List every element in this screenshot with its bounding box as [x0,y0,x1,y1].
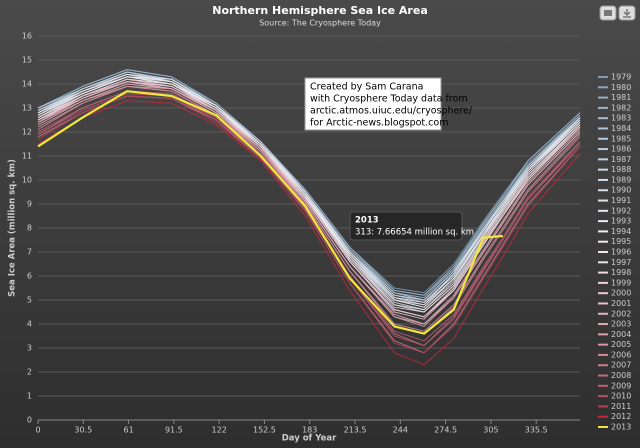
x-tick-label: 244 [393,426,408,435]
y-tick-label: 4 [27,320,32,329]
x-tick-label: 122 [212,426,227,435]
x-tick-label: 61 [123,426,133,435]
legend-label: 1993 [611,217,631,226]
y-tick-label: 11 [22,152,32,161]
legend-label: 2007 [611,361,631,370]
chart-subtitle: Source: The Cryosphere Today [259,19,381,28]
series-line [37,69,581,296]
export-icon [623,9,631,18]
y-tick-label: 7 [27,248,32,257]
y-tick-label: 13 [22,104,32,113]
legend-label: 2013 [611,423,631,432]
y-tick-label: 0 [27,416,32,425]
y-axis-label: Sea Ice Area (million sq. km) [8,159,18,297]
legend-label: 1991 [611,196,631,205]
legend-label: 1999 [611,278,631,287]
annotation: Created by Sam Carana with Cryosphere To… [304,77,473,131]
x-tick-label: 335.5 [525,426,548,435]
legend-label: 2008 [611,371,631,380]
x-tick-label: 213.5 [344,426,367,435]
chart-title: Northern Hemisphere Sea Ice Area [212,4,428,17]
legend-label: 1986 [611,145,631,154]
legend-label: 1981 [611,93,631,102]
legend-label: 1989 [611,175,631,184]
y-tick-label: 12 [22,128,32,137]
annotation-line: for Arctic-news.blogspot.com [310,118,448,129]
annotation-line: arctic.atmos.uiuc.edu/cryosphere/ [310,106,473,117]
legend-label: 2004 [611,330,631,339]
y-tick-label: 16 [22,32,32,41]
legend-label: 1990 [611,186,631,195]
series-line [37,85,581,327]
legend-label: 1982 [611,103,631,112]
y-tick-label: 6 [27,272,32,281]
legend-label: 2003 [611,320,631,329]
legend-label: 1985 [611,134,631,143]
legend-label: 1980 [611,83,631,92]
x-axis-label: Day of Year [282,434,337,444]
x-tick-label: 152.5 [253,426,276,435]
legend-label: 1992 [611,206,631,215]
export-buttons [599,5,636,21]
legend-label: 1994 [611,227,631,236]
legend-label: 1995 [611,237,631,246]
series-line [37,71,581,299]
legend-label: 2010 [611,392,631,401]
legend-label: 1987 [611,155,631,164]
y-tick-label: 8 [27,224,32,233]
x-tick-label: 183 [302,426,317,435]
legend-label: 1997 [611,258,631,267]
series-line [37,90,503,335]
x-tick-label: 305 [483,426,498,435]
legend-label: 2005 [611,340,631,349]
x-tick-label: 0 [35,426,40,435]
legend-label: 1996 [611,248,631,257]
y-tick-label: 14 [22,80,32,89]
annotation-line: with Cryosphere Today data from [310,94,468,105]
print-icon [604,10,612,16]
legend-label: 1979 [611,73,631,82]
tooltip-text: 313: 7.66654 million sq. km [355,228,474,238]
x-tick-label: 91.5 [165,426,183,435]
annotation-line: Created by Sam Carana [310,82,423,93]
legend-label: 2006 [611,350,631,359]
annotation-box [304,77,442,131]
legend-label: 2012 [611,412,631,421]
legend-label: 1988 [611,165,631,174]
legend-label: 1998 [611,268,631,277]
y-tick-label: 1 [27,392,32,401]
legend-label: 2002 [611,309,631,318]
y-tick-label: 2 [27,368,32,377]
lines [37,69,581,366]
series-line [37,78,581,318]
legend-label: 1983 [611,114,631,123]
series-line [37,85,581,335]
y-tick-label: 10 [22,176,32,185]
y-tick-label: 9 [27,200,32,209]
series-line [37,100,581,366]
series-line [37,95,581,354]
legend-label: 2011 [611,402,631,411]
x-tick-label: 30.5 [74,426,92,435]
legend-label: 1984 [611,124,631,133]
x-tick-label: 274.5 [434,426,457,435]
series-line [37,73,581,306]
tooltip-title: 2013 [355,216,379,226]
legend-label: 2001 [611,299,631,308]
legend-label: 2000 [611,289,631,298]
legend-label: 2009 [611,381,631,390]
tooltip: 2013 313: 7.66654 million sq. km [349,211,474,241]
series-line [37,76,581,306]
y-tick-label: 15 [22,56,32,65]
y-tick-label: 3 [27,344,32,353]
tooltip-box [349,211,463,241]
y-tick-label: 5 [27,296,32,305]
